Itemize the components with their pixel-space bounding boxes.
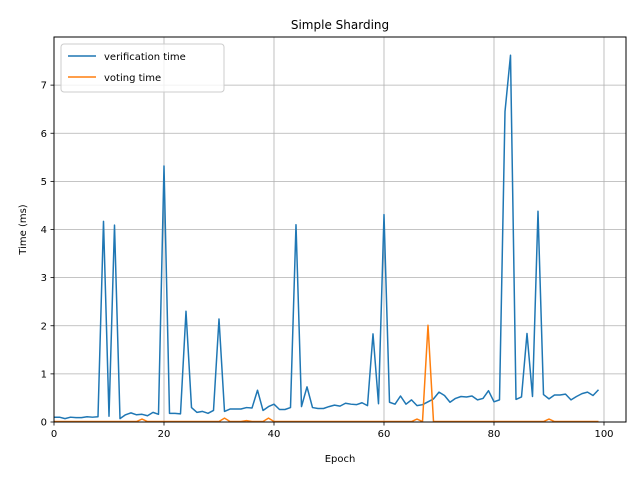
- legend-box: [60, 43, 225, 93]
- series-line-0: [54, 54, 600, 420]
- x-tick-label: 100: [594, 429, 613, 440]
- legend: verification time voting time: [60, 43, 225, 93]
- y-tick-label: 6: [41, 129, 47, 140]
- x-tick-label: 0: [51, 429, 57, 440]
- x-tick-label: 60: [378, 429, 391, 440]
- chart-title: Simple Sharding: [291, 18, 389, 32]
- y-tick-label: 7: [41, 81, 47, 92]
- y-tick-label: 3: [41, 273, 47, 284]
- y-axis-label: Time (ms): [18, 204, 29, 256]
- y-tick-label: 0: [41, 418, 47, 429]
- y-tick-label: 1: [41, 369, 47, 380]
- x-tick-label: 20: [158, 429, 171, 440]
- tick-layer: 0 20 40 60 80 100 0 1 2 3 4 5 6 7: [41, 81, 614, 440]
- x-tick-label: 80: [488, 429, 501, 440]
- y-tick-label: 2: [41, 321, 47, 332]
- legend-label-1: voting time: [104, 73, 161, 84]
- legend-label-0: verification time: [104, 52, 186, 63]
- grid-layer: [53, 37, 626, 423]
- x-tick-label: 40: [268, 429, 281, 440]
- x-axis-label: Epoch: [325, 454, 356, 465]
- y-tick-label: 5: [41, 177, 47, 188]
- y-tick-label: 4: [41, 225, 47, 236]
